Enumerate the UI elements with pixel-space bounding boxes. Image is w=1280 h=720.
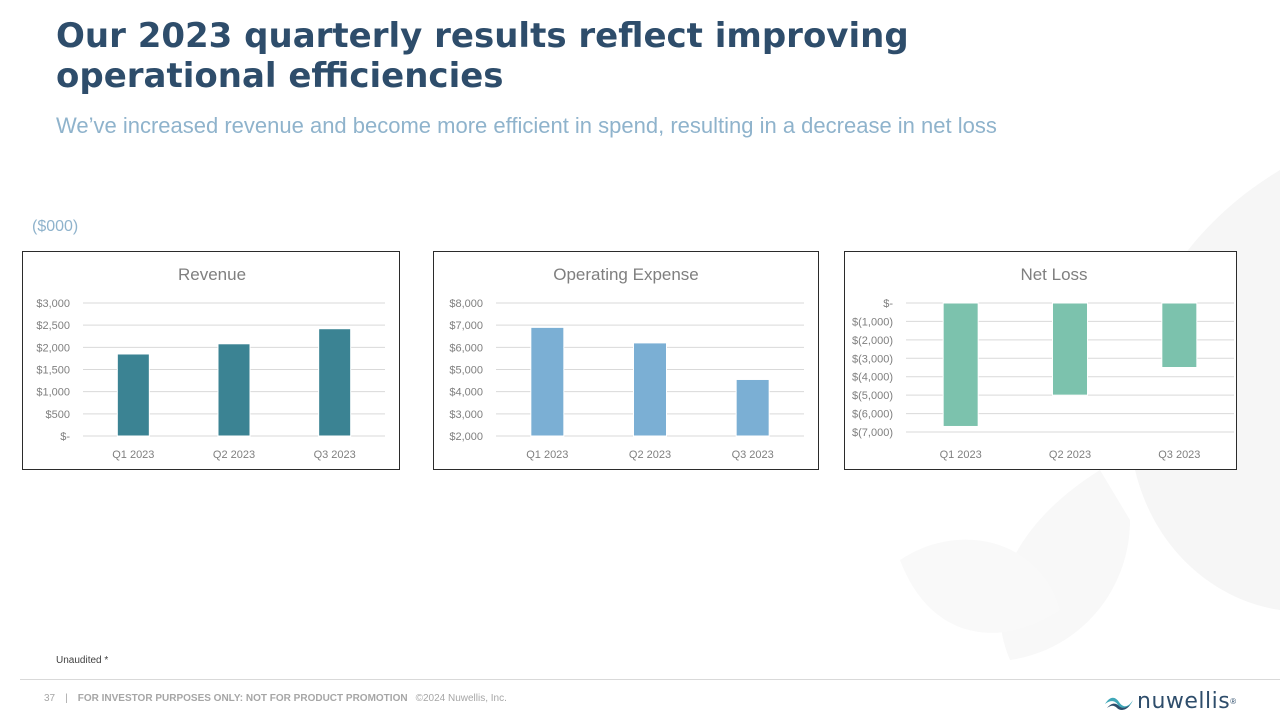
chart-title: Net Loss <box>1020 265 1087 284</box>
y-tick-label: $(2,000) <box>852 335 893 347</box>
bar-q3-2023 <box>1161 302 1198 368</box>
y-tick-label: $(6,000) <box>852 409 893 421</box>
y-tick-label: $- <box>883 298 893 310</box>
bar-q3-2023 <box>735 378 770 437</box>
y-tick-label: $(7,000) <box>852 427 893 439</box>
footer-copyright: ©2024 Nuwellis, Inc. <box>415 693 507 704</box>
operating-expense-chart-svg: Operating Expense $2,000 $3,000 $4,000 $5,00… <box>449 265 804 461</box>
revenue-chart-svg: Revenue $- $500 $1,000 $1,500 $2,000 $2,500 $3,… <box>36 265 385 461</box>
y-tick-label: $(5,000) <box>852 390 893 402</box>
y-tick-label: $3,000 <box>449 409 483 421</box>
x-category-label: Q1 2023 <box>112 449 154 461</box>
bar-q2-2023 <box>633 342 667 437</box>
x-category-label: Q2 2023 <box>629 449 671 461</box>
logo-registered-mark: ® <box>1230 697 1237 706</box>
footer-separator: | <box>65 693 68 704</box>
page-number: 37 <box>44 693 56 704</box>
page-title: Our 2023 quarterly results reflect impro… <box>56 16 909 96</box>
net-loss-chart-svg: Net Loss $- $(1,000) $(2,000) $(3,000) $(4,00… <box>852 265 1234 461</box>
bar-q1-2023 <box>942 302 979 427</box>
y-tick-label: $- <box>60 431 70 443</box>
page-subtitle: We’ve increased revenue and become more … <box>56 113 997 138</box>
y-tick-label: $6,000 <box>449 342 483 354</box>
revenue-chart: Revenue $- $500 $1,000 $1,500 $2,000 $2,500 $3,… <box>22 251 400 470</box>
y-tick-label: $5,000 <box>449 365 483 377</box>
chart-title: Operating Expense <box>553 265 699 284</box>
nuwellis-logo: nuwellis ® <box>1104 688 1236 716</box>
footnote: Unaudited * <box>56 655 109 666</box>
y-tick-label: $(1,000) <box>852 316 893 328</box>
bar-q2-2023 <box>217 343 251 437</box>
bar-q1-2023 <box>116 353 150 437</box>
x-category-label: Q1 2023 <box>526 449 568 461</box>
y-tick-label: $4,000 <box>449 387 483 399</box>
y-tick-label: $1,000 <box>36 387 70 399</box>
footer-disclaimer: FOR INVESTOR PURPOSES ONLY: NOT FOR PROD… <box>77 693 408 704</box>
footer: 37 | FOR INVESTOR PURPOSES ONLY: NOT FOR P… <box>44 693 507 704</box>
x-category-label: Q2 2023 <box>213 449 255 461</box>
y-tick-label: $2,000 <box>449 431 483 443</box>
operating-expense-chart: Operating Expense $2,000 $3,000 $4,000 $5,00… <box>433 251 819 470</box>
x-category-label: Q3 2023 <box>732 449 774 461</box>
logo-wordmark: nuwellis <box>1137 689 1231 714</box>
bar-q2-2023 <box>1052 302 1088 396</box>
logo-wave-icon <box>1105 697 1133 710</box>
y-tick-label: $8,000 <box>449 298 483 310</box>
footer-divider <box>20 679 1280 680</box>
bar-q3-2023 <box>318 328 352 437</box>
y-tick-label: $1,500 <box>36 365 70 377</box>
y-tick-label: $2,500 <box>36 320 70 332</box>
y-tick-label: $(4,000) <box>852 372 893 384</box>
chart-title: Revenue <box>178 265 246 284</box>
x-category-label: Q1 2023 <box>940 449 982 461</box>
bar-q1-2023 <box>530 326 565 437</box>
units-label: ($000) <box>32 218 79 235</box>
y-tick-label: $2,000 <box>36 342 70 354</box>
y-tick-label: $(3,000) <box>852 353 893 365</box>
x-category-label: Q3 2023 <box>1158 449 1200 461</box>
x-category-label: Q2 2023 <box>1049 449 1091 461</box>
y-tick-label: $7,000 <box>449 320 483 332</box>
net-loss-chart: Net Loss $- $(1,000) $(2,000) $(3,000) $(4,00… <box>844 251 1237 470</box>
x-category-label: Q3 2023 <box>314 449 356 461</box>
y-tick-label: $500 <box>46 409 70 421</box>
y-tick-label: $3,000 <box>36 298 70 310</box>
